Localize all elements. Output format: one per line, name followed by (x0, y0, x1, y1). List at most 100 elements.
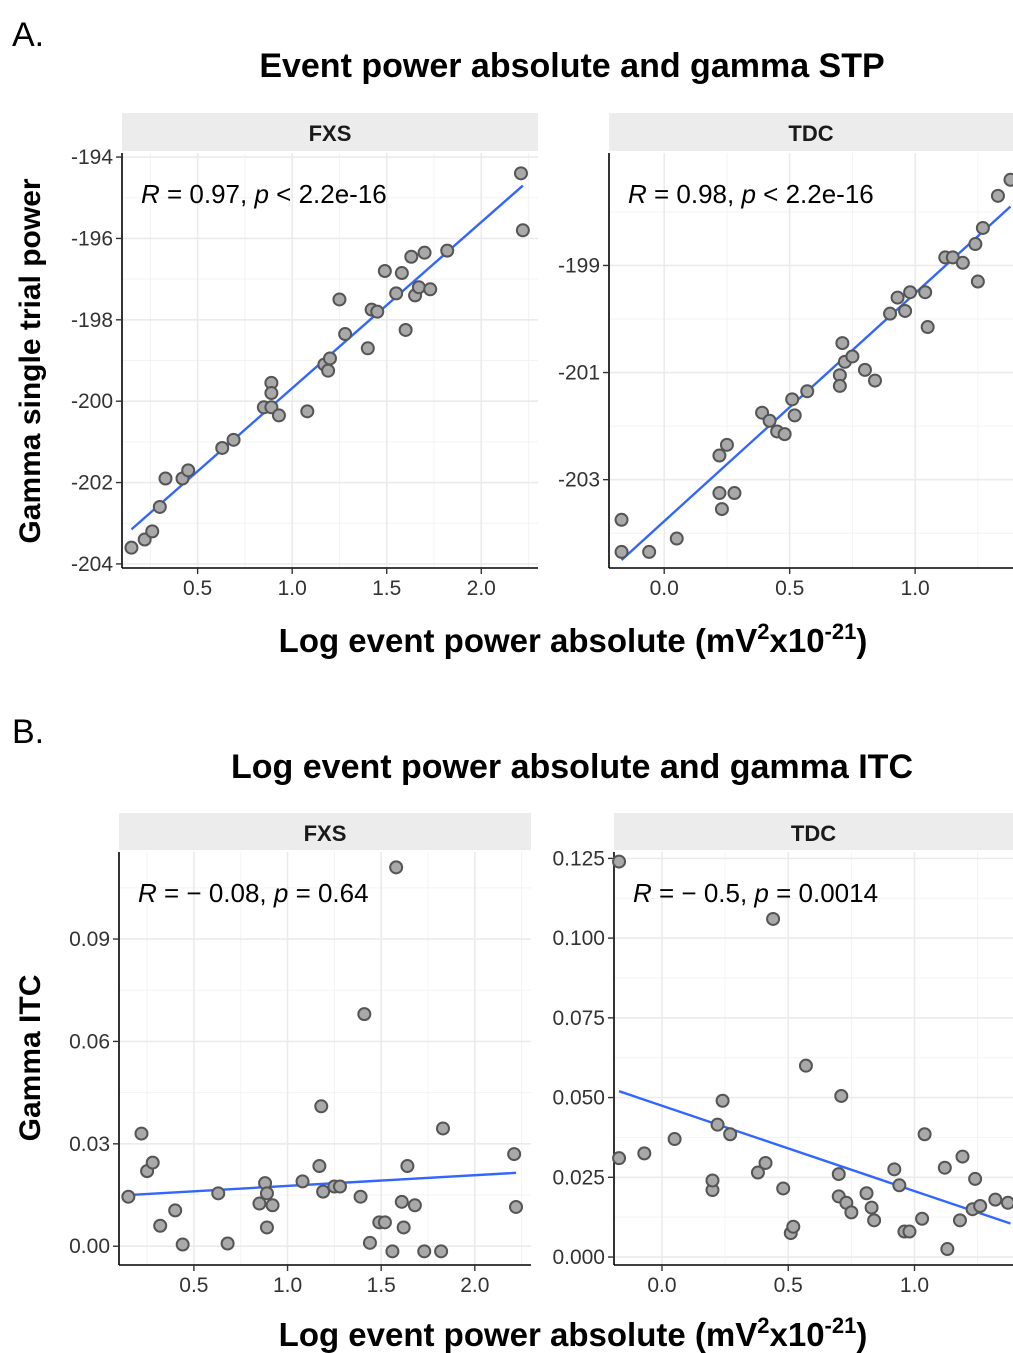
x-label-sup2: -21 (825, 619, 857, 644)
panel-a-x-axis-label: Log event power absolute (mV2x10-21) (279, 619, 868, 659)
x-tick-label: 0.0 (650, 577, 679, 600)
y-tick-label: -196 (71, 227, 113, 250)
facet-a-fxs: FXS 0.5 1.0 1.5 2.0 -204 -202 -200 -198 -196 -194 R… (71, 113, 538, 600)
x-tick-label: 1.0 (273, 1274, 302, 1297)
data-point (357, 1007, 372, 1022)
data-point (890, 290, 905, 305)
data-point (153, 1218, 168, 1233)
x-tick-label: 1.0 (278, 577, 307, 600)
data-point (513, 166, 528, 181)
panel-a-title: Event power absolute and gamma STP (259, 47, 884, 85)
data-point (360, 341, 375, 356)
data-point (859, 1186, 874, 1201)
data-point (121, 1189, 136, 1204)
data-point (515, 223, 530, 238)
data-point (435, 1121, 450, 1136)
stat-symbol: p (273, 878, 288, 908)
data-point (968, 1171, 983, 1186)
data-point (714, 502, 729, 517)
data-point (892, 1178, 907, 1193)
stat-value: = − 0.08, (157, 878, 274, 908)
data-point (831, 1167, 846, 1182)
data-point (509, 1199, 524, 1214)
data-point (423, 282, 438, 297)
data-point (312, 1159, 327, 1174)
data-point (937, 1160, 952, 1175)
facet-strip-label: FXS (309, 121, 352, 146)
data-point (614, 544, 629, 559)
data-point (917, 1127, 932, 1142)
data-point (370, 304, 385, 319)
data-point (786, 1219, 801, 1234)
panel-a-label: A. (12, 16, 44, 54)
data-point (918, 285, 933, 300)
stat-symbol: R (633, 878, 652, 908)
regression-line (618, 1090, 1011, 1225)
data-point (271, 408, 286, 423)
data-point (762, 413, 777, 428)
data-point (295, 1174, 310, 1189)
data-point (800, 384, 815, 399)
data-point (750, 1165, 765, 1180)
facet-strip (122, 113, 538, 151)
data-point (903, 285, 918, 300)
data-point (152, 499, 167, 514)
data-point (124, 540, 139, 555)
data-point (398, 322, 413, 337)
panel-b-x-axis-label: Log event power absolute (mV2x10-21) (279, 1313, 868, 1353)
data-point (385, 1244, 400, 1259)
data-point (168, 1203, 183, 1218)
data-point (181, 463, 196, 478)
data-point (883, 306, 898, 321)
data-point (411, 280, 426, 295)
data-point (667, 1132, 682, 1147)
data-point (417, 1244, 432, 1259)
data-point (723, 1127, 738, 1142)
x-tick-label: 0.5 (183, 577, 212, 600)
data-point (145, 524, 160, 539)
data-point (389, 860, 404, 875)
y-tick-label: -203 (558, 469, 600, 492)
data-point (434, 1244, 449, 1259)
data-point (314, 1099, 329, 1114)
data-point (766, 911, 781, 926)
facet-strip (609, 113, 1013, 151)
data-point (844, 1205, 859, 1220)
data-point (955, 255, 970, 270)
stat-value: = 0.97, (160, 179, 255, 209)
panel-a-y-axis-label: Gamma single trial power (14, 178, 47, 543)
data-point (920, 320, 935, 335)
facet-panels: FXS 0.5 1.0 1.5 2.0 -204 -202 -200 -198 -196 -194 R… (69, 113, 1013, 1297)
data-point (404, 249, 419, 264)
data-point (864, 1200, 879, 1215)
data-point (642, 544, 657, 559)
x-tick-label: 2.0 (467, 577, 496, 600)
stat-symbol: p (740, 179, 755, 209)
x-tick-label: 2.0 (460, 1274, 489, 1297)
data-point (710, 1117, 725, 1132)
data-point (940, 1242, 955, 1257)
data-point (705, 1173, 720, 1188)
facet-b-tdc: TDC 0.0 0.5 1.0 0.000 0.025 0.050 0.075 0.100 0.1… (552, 813, 1013, 1297)
data-point (316, 1184, 331, 1199)
correlation-annotation: R = − 0.5, p = 0.0014 (633, 878, 878, 908)
data-point (220, 1236, 235, 1251)
data-point (612, 854, 627, 869)
data-point (252, 1196, 267, 1211)
data-point (396, 1220, 411, 1235)
data-point (377, 263, 392, 278)
data-point (394, 266, 409, 281)
x-label-mid: x10 (769, 622, 824, 659)
data-point (832, 378, 847, 393)
stat-value: = − 0.5, (652, 878, 755, 908)
y-tick-label: 0.125 (552, 847, 605, 870)
correlation-annotation: R = 0.97, p < 2.2e-16 (141, 179, 387, 209)
data-point (440, 243, 455, 258)
x-label-main: Log event power absolute (mV (279, 622, 758, 659)
data-point (990, 188, 1005, 203)
data-point (669, 531, 684, 546)
x-tick-label: 0.5 (179, 1274, 208, 1297)
data-point (915, 1211, 930, 1226)
stat-value: = 0.0014 (769, 878, 878, 908)
data-point (834, 1088, 849, 1103)
